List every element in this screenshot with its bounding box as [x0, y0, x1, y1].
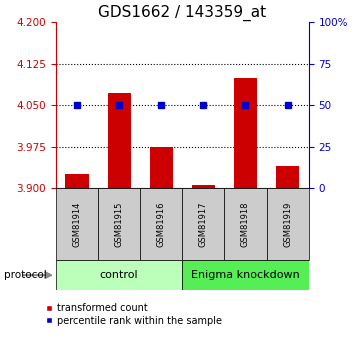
- Bar: [234, 78, 257, 188]
- Bar: [65, 174, 88, 188]
- Bar: [225, 188, 266, 260]
- Bar: [56, 260, 182, 290]
- Text: GSM81919: GSM81919: [283, 201, 292, 247]
- Text: GSM81917: GSM81917: [199, 201, 208, 247]
- Legend: transformed count, percentile rank within the sample: transformed count, percentile rank withi…: [41, 299, 225, 330]
- Text: GSM81915: GSM81915: [115, 201, 123, 247]
- Text: GSM81914: GSM81914: [73, 201, 82, 247]
- Text: GSM81918: GSM81918: [241, 201, 250, 247]
- Bar: [182, 188, 225, 260]
- Bar: [140, 188, 182, 260]
- Text: Enigma knockdown: Enigma knockdown: [191, 270, 300, 280]
- Bar: [266, 188, 309, 260]
- Bar: [98, 188, 140, 260]
- Text: protocol: protocol: [4, 270, 46, 280]
- Text: control: control: [100, 270, 138, 280]
- Title: GDS1662 / 143359_at: GDS1662 / 143359_at: [98, 5, 266, 21]
- Bar: [56, 188, 98, 260]
- Bar: [150, 147, 173, 188]
- Bar: [276, 166, 299, 188]
- Bar: [182, 260, 309, 290]
- Bar: [108, 93, 131, 188]
- Text: GSM81916: GSM81916: [157, 201, 166, 247]
- Bar: [192, 185, 215, 188]
